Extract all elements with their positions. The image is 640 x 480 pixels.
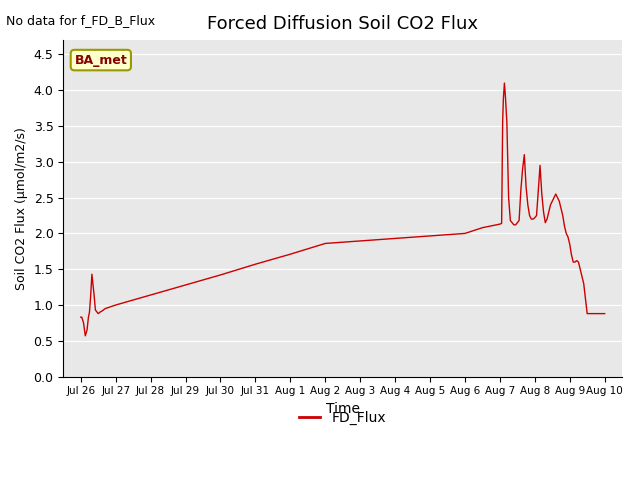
Text: No data for f_FD_B_Flux: No data for f_FD_B_Flux — [6, 14, 156, 27]
X-axis label: Time: Time — [326, 402, 360, 416]
Y-axis label: Soil CO2 Flux (μmol/m2/s): Soil CO2 Flux (μmol/m2/s) — [15, 127, 28, 290]
Text: BA_met: BA_met — [74, 54, 127, 67]
Title: Forced Diffusion Soil CO2 Flux: Forced Diffusion Soil CO2 Flux — [207, 15, 478, 33]
Legend: FD_Flux: FD_Flux — [294, 405, 392, 430]
